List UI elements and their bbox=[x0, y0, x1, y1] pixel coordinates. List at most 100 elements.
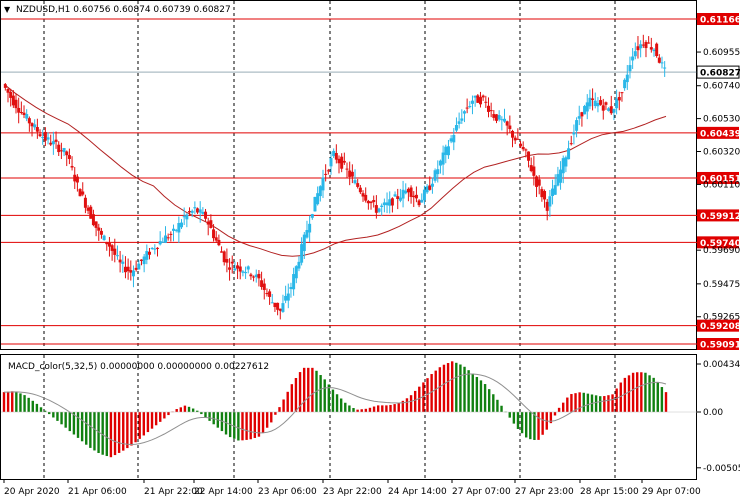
candle-body bbox=[620, 92, 624, 94]
macd-bar bbox=[512, 412, 516, 424]
candle-body bbox=[337, 158, 341, 164]
macd-bar bbox=[35, 403, 39, 412]
time-tick-label: 27 Apr 07:00 bbox=[452, 487, 511, 497]
candle-body bbox=[617, 97, 621, 101]
candle-body bbox=[414, 194, 418, 199]
price-axis: 0.60955 0.60740 0.60530 0.60320 0.60110 0.596… bbox=[697, 48, 740, 323]
candle-body bbox=[494, 114, 498, 121]
candle-body bbox=[465, 107, 469, 109]
macd-panel[interactable] bbox=[0, 354, 697, 480]
macd-bar bbox=[360, 409, 363, 412]
macd-bar bbox=[212, 412, 215, 425]
candle-body bbox=[655, 43, 659, 57]
macd-bar bbox=[261, 412, 265, 433]
time-tick-label: 23 Apr 06:00 bbox=[258, 487, 317, 497]
candle-body bbox=[17, 107, 21, 113]
candle-body bbox=[428, 185, 432, 190]
macd-bar bbox=[167, 412, 170, 416]
macd-bar bbox=[175, 409, 178, 412]
macd-bar bbox=[109, 412, 113, 458]
candle-body bbox=[225, 259, 229, 263]
macd-bar bbox=[294, 378, 298, 412]
macd-bar bbox=[265, 412, 269, 428]
candle-body bbox=[369, 201, 373, 204]
time-tick-label: 22 Apr 14:00 bbox=[194, 487, 253, 497]
candle-body bbox=[222, 251, 226, 263]
candle-body bbox=[591, 98, 595, 100]
candle-body bbox=[470, 100, 474, 104]
candle-body bbox=[129, 270, 133, 273]
candle-body bbox=[102, 235, 106, 241]
macd-bar bbox=[31, 400, 34, 412]
macd-signal-line bbox=[4, 373, 667, 446]
macd-bar bbox=[11, 391, 14, 412]
macd-bar bbox=[409, 395, 413, 412]
candle-body bbox=[388, 199, 392, 206]
macd-bar bbox=[298, 372, 302, 412]
candle-body bbox=[476, 95, 480, 103]
macd-bar bbox=[274, 412, 277, 415]
candle-body bbox=[353, 180, 357, 184]
candle-body bbox=[238, 266, 242, 272]
macd-bar bbox=[278, 407, 281, 412]
candle-body bbox=[273, 302, 277, 308]
candle-body bbox=[398, 197, 402, 201]
price-tick-label: 0.60530 bbox=[703, 115, 740, 125]
price-tick-label: 0.60320 bbox=[703, 148, 740, 158]
candle-body bbox=[372, 199, 376, 203]
macd-bar bbox=[323, 379, 326, 412]
macd-bar bbox=[611, 394, 614, 412]
macd-bar bbox=[101, 412, 104, 455]
candle-body bbox=[457, 121, 461, 124]
candle-body bbox=[390, 198, 394, 206]
macd-bar bbox=[520, 412, 524, 434]
candle-body bbox=[460, 118, 464, 121]
time-tick-label: 29 Apr 07:00 bbox=[642, 487, 701, 497]
candle-body bbox=[641, 44, 645, 46]
candle-body bbox=[182, 216, 186, 218]
candle-body bbox=[185, 214, 189, 220]
macd-bar bbox=[138, 412, 141, 439]
level-label: 0.60439 bbox=[700, 129, 740, 139]
macd-bar bbox=[253, 412, 257, 438]
candle-body bbox=[83, 197, 87, 208]
candle-body bbox=[172, 228, 176, 231]
candle-body bbox=[142, 256, 146, 265]
candle-body bbox=[73, 174, 77, 182]
time-grid bbox=[43, 1, 616, 479]
macd-bar bbox=[286, 391, 289, 412]
candle-body bbox=[625, 74, 629, 83]
candle-body bbox=[246, 266, 250, 270]
time-axis: 20 Apr 2020 21 Apr 06:00 21 Apr 22:0022 Ap… bbox=[3, 479, 701, 497]
macd-bar bbox=[541, 412, 544, 435]
macd-bar bbox=[566, 397, 569, 412]
candle-body bbox=[548, 196, 552, 207]
candle-body bbox=[406, 188, 410, 193]
macd-bar bbox=[578, 392, 581, 412]
candle-body bbox=[278, 308, 282, 311]
macd-bar bbox=[117, 412, 121, 453]
candle-body bbox=[607, 108, 611, 111]
macd-bar bbox=[533, 412, 536, 440]
candle-body bbox=[657, 57, 661, 63]
candle-body bbox=[580, 112, 584, 117]
macd-bar bbox=[549, 412, 553, 424]
macd-bar bbox=[113, 412, 117, 456]
candle-body bbox=[596, 102, 600, 107]
candle-body bbox=[374, 205, 378, 213]
macd-bar bbox=[48, 412, 51, 415]
candle-body bbox=[623, 79, 627, 89]
price-tick-label: 0.60955 bbox=[703, 48, 740, 58]
macd-bar bbox=[455, 362, 458, 412]
candle-body bbox=[54, 139, 58, 142]
candle-body bbox=[137, 263, 141, 270]
macd-bar bbox=[652, 377, 655, 412]
candle-body bbox=[446, 146, 450, 156]
candle-body bbox=[545, 201, 549, 211]
candle-body bbox=[241, 271, 245, 273]
candle-body bbox=[404, 190, 408, 194]
macd-bar bbox=[471, 373, 474, 412]
price-tick-label: 0.59265 bbox=[703, 313, 740, 323]
candle-body bbox=[348, 170, 352, 177]
